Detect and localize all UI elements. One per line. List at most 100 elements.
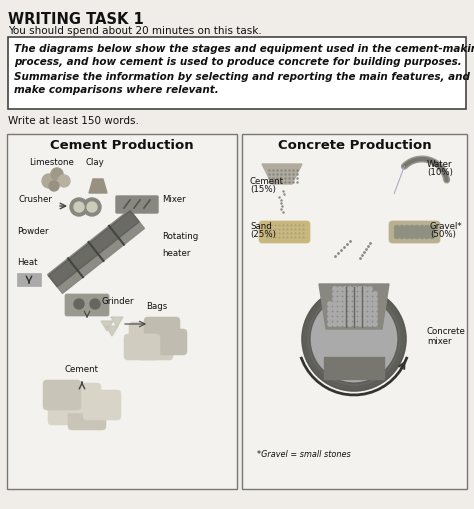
Circle shape — [348, 322, 352, 326]
Circle shape — [343, 292, 347, 296]
Text: heater: heater — [162, 249, 191, 258]
Circle shape — [373, 322, 377, 326]
Circle shape — [308, 293, 400, 385]
Circle shape — [51, 168, 63, 180]
FancyBboxPatch shape — [116, 196, 158, 213]
Text: Grinder: Grinder — [102, 297, 135, 305]
Text: make comparisons where relevant.: make comparisons where relevant. — [14, 85, 219, 95]
Text: (10%): (10%) — [427, 168, 453, 177]
Circle shape — [358, 312, 362, 316]
Circle shape — [419, 230, 425, 235]
Circle shape — [338, 297, 342, 301]
Text: Clay: Clay — [86, 158, 104, 167]
Text: mixer: mixer — [427, 336, 452, 346]
FancyBboxPatch shape — [144, 317, 180, 343]
Text: Powder: Powder — [17, 227, 48, 236]
Circle shape — [333, 287, 337, 291]
Circle shape — [348, 317, 352, 321]
Circle shape — [358, 317, 362, 321]
Circle shape — [70, 198, 88, 216]
FancyBboxPatch shape — [83, 390, 121, 420]
Text: Mixer: Mixer — [162, 194, 186, 204]
Text: You should spend about 20 minutes on this task.: You should spend about 20 minutes on thi… — [8, 26, 262, 36]
Circle shape — [333, 302, 337, 306]
Circle shape — [425, 234, 429, 239]
Circle shape — [302, 287, 406, 391]
Circle shape — [419, 234, 425, 239]
Text: WRITING TASK 1: WRITING TASK 1 — [8, 12, 144, 27]
Text: Concrete: Concrete — [427, 326, 466, 335]
FancyBboxPatch shape — [137, 334, 173, 360]
Circle shape — [338, 317, 342, 321]
Text: Water: Water — [427, 160, 453, 169]
Circle shape — [90, 299, 100, 309]
FancyBboxPatch shape — [43, 380, 81, 410]
Text: process, and how cement is used to produce concrete for building purposes.: process, and how cement is used to produ… — [14, 57, 462, 67]
Circle shape — [368, 322, 372, 326]
Circle shape — [333, 322, 337, 326]
FancyBboxPatch shape — [48, 395, 86, 425]
Wedge shape — [302, 287, 406, 391]
Circle shape — [353, 312, 357, 316]
Circle shape — [328, 312, 332, 316]
Circle shape — [353, 307, 357, 311]
Circle shape — [363, 307, 367, 311]
Text: The diagrams below show the stages and equipment used in the cement-making: The diagrams below show the stages and e… — [14, 44, 474, 54]
Circle shape — [363, 302, 367, 306]
Circle shape — [338, 292, 342, 296]
Circle shape — [368, 312, 372, 316]
FancyBboxPatch shape — [151, 329, 187, 355]
Text: Heat: Heat — [17, 258, 37, 267]
Circle shape — [429, 230, 435, 235]
Circle shape — [353, 287, 357, 291]
Bar — [8, 37, 466, 109]
Circle shape — [363, 312, 367, 316]
FancyBboxPatch shape — [124, 334, 160, 360]
Polygon shape — [89, 179, 107, 193]
Circle shape — [358, 322, 362, 326]
Circle shape — [353, 297, 357, 301]
Circle shape — [425, 225, 429, 231]
Text: Sand: Sand — [250, 222, 272, 231]
Circle shape — [333, 307, 337, 311]
Circle shape — [348, 287, 352, 291]
Circle shape — [348, 297, 352, 301]
Circle shape — [394, 234, 400, 239]
Text: (15%): (15%) — [250, 185, 276, 194]
Circle shape — [394, 230, 400, 235]
Circle shape — [87, 202, 97, 212]
Circle shape — [429, 234, 435, 239]
Circle shape — [333, 297, 337, 301]
FancyBboxPatch shape — [65, 294, 109, 316]
Text: Cement Production: Cement Production — [50, 139, 194, 152]
Circle shape — [368, 297, 372, 301]
Circle shape — [368, 292, 372, 296]
Circle shape — [343, 322, 347, 326]
Text: Write at least 150 words.: Write at least 150 words. — [8, 116, 139, 126]
Text: *Gravel = small stones: *Gravel = small stones — [257, 450, 351, 459]
Circle shape — [373, 302, 377, 306]
FancyBboxPatch shape — [68, 400, 106, 430]
Circle shape — [414, 234, 419, 239]
Text: (50%): (50%) — [430, 230, 456, 239]
Polygon shape — [262, 164, 302, 184]
Circle shape — [400, 234, 404, 239]
Circle shape — [328, 307, 332, 311]
Circle shape — [353, 292, 357, 296]
Polygon shape — [111, 317, 123, 327]
Circle shape — [338, 302, 342, 306]
FancyBboxPatch shape — [63, 383, 101, 413]
Circle shape — [42, 174, 56, 188]
Circle shape — [353, 317, 357, 321]
Circle shape — [353, 322, 357, 326]
Circle shape — [358, 302, 362, 306]
Circle shape — [333, 317, 337, 321]
Circle shape — [400, 230, 404, 235]
Circle shape — [328, 322, 332, 326]
Circle shape — [363, 292, 367, 296]
Circle shape — [353, 302, 357, 306]
Polygon shape — [101, 321, 113, 331]
Circle shape — [58, 175, 70, 187]
Bar — [242, 134, 467, 489]
FancyBboxPatch shape — [324, 357, 384, 379]
